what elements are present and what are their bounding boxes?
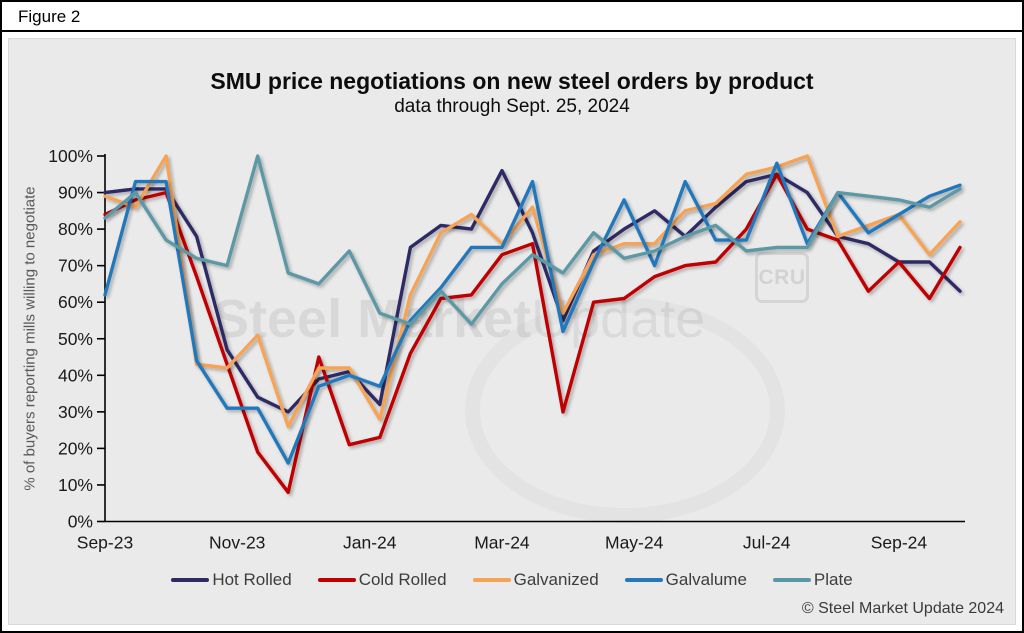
y-tick-label: 50% [58,329,93,349]
y-tick-label: 30% [58,402,93,422]
y-tick-label: 10% [58,475,93,495]
cru-logo-text: CRU [758,265,806,289]
series-line-hot-rolled [103,168,962,414]
chart-title: SMU price negotiations on new steel orde… [210,68,814,94]
copyright: © Steel Market Update 2024 [801,600,1004,617]
legend-swatch-plate [772,578,811,582]
legend-label-galvanized: Galvanized [513,570,599,589]
legend-swatch-hot-rolled [171,578,210,582]
x-tick-label: Sep-23 [77,533,133,553]
legend-item-galvalume: Galvalume [624,570,747,590]
x-tick-label: May-24 [605,533,664,553]
x-tick-label: Sep-24 [871,533,928,553]
x-tick-label: Mar-24 [474,533,530,553]
legend-swatch-galvalume [624,578,663,582]
chart-subtitle: data through Sept. 25, 2024 [394,96,630,117]
legend-label-cold-rolled: Cold Rolled [358,570,447,589]
legend-swatch-galvanized [472,578,511,582]
chart-panel [8,38,1016,625]
legend-label-plate: Plate [813,570,853,589]
x-tick-label: Jul-24 [743,533,791,553]
y-tick-label: 70% [58,256,93,276]
x-tick-label: Jan-24 [343,533,397,553]
legend-label-hot-rolled: Hot Rolled [212,570,292,589]
y-tick-label: 20% [58,438,93,458]
legend-swatch-cold-rolled [317,578,356,582]
y-tick-label: 100% [48,146,93,166]
y-axis-title: % of buyers reporting mills willing to n… [21,186,39,491]
cru-logo: CRU [755,252,809,303]
legend-item-cold-rolled: Cold Rolled [317,570,447,590]
legend-item-galvanized: Galvanized [472,570,599,590]
y-tick-label: 60% [58,292,93,312]
legend-item-plate: Plate [772,570,853,590]
figure-label: Figure 2 [18,7,81,26]
series-line-galvanized [103,154,962,429]
x-tick-label: Nov-23 [209,533,265,553]
legend-label-galvalume: Galvalume [665,570,747,589]
y-tick-label: 80% [58,219,93,239]
y-tick-label: 0% [68,512,93,532]
series-line-plate [103,154,962,326]
y-tick-label: 40% [58,365,93,385]
figure-header: Figure 2 [2,2,1022,32]
legend-item-hot-rolled: Hot Rolled [171,570,292,590]
y-tick-label: 90% [58,183,93,203]
legend: Hot Rolled Cold Rolled Galvanized Galvalume… [0,570,1024,590]
series-line-cold-rolled [103,172,962,494]
